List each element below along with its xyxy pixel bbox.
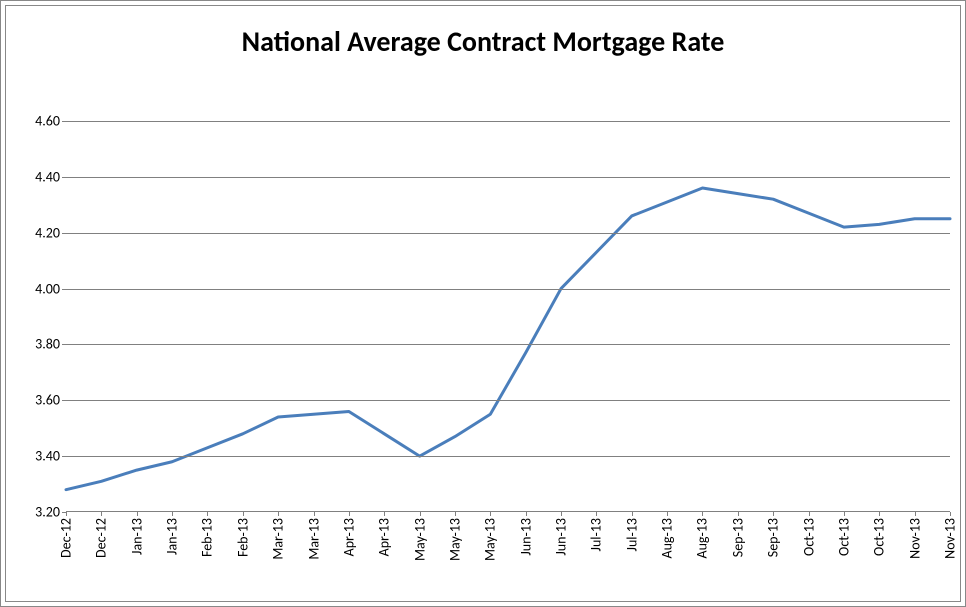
- x-tick-label: Sep-13: [729, 518, 746, 557]
- plot-area: 3.203.403.603.804.004.204.404.60Dec-12De…: [66, 121, 950, 512]
- y-tick-label: 3.40: [35, 448, 60, 465]
- y-tick-mark: [62, 233, 66, 234]
- x-tick-label: Feb-13: [199, 518, 216, 557]
- x-tick-mark: [561, 512, 562, 516]
- x-tick-mark: [420, 512, 421, 516]
- y-tick-mark: [62, 456, 66, 457]
- x-tick-mark: [809, 512, 810, 516]
- x-tick-label: Dec-12: [58, 518, 75, 558]
- y-gridline: [66, 456, 950, 457]
- y-gridline: [66, 121, 950, 122]
- x-tick-label: Apr-13: [376, 518, 393, 556]
- x-axis-line: [66, 511, 950, 512]
- x-tick-mark: [667, 512, 668, 516]
- x-tick-mark: [172, 512, 173, 516]
- x-tick-mark: [879, 512, 880, 516]
- x-tick-mark: [278, 512, 279, 516]
- y-gridline: [66, 233, 950, 234]
- x-tick-mark: [773, 512, 774, 516]
- chart-title: National Average Contract Mortgage Rate: [6, 24, 960, 59]
- y-tick-mark: [62, 400, 66, 401]
- x-tick-mark: [243, 512, 244, 516]
- x-tick-mark: [596, 512, 597, 516]
- y-gridline: [66, 344, 950, 345]
- x-tick-label: Sep-13: [765, 518, 782, 557]
- x-tick-label: Nov-13: [906, 518, 923, 559]
- x-tick-label: Nov-13: [942, 518, 959, 559]
- x-tick-mark: [455, 512, 456, 516]
- x-tick-mark: [702, 512, 703, 516]
- x-tick-mark: [490, 512, 491, 516]
- x-tick-label: Jul-13: [588, 518, 605, 552]
- x-tick-mark: [738, 512, 739, 516]
- x-tick-label: May-13: [411, 518, 428, 561]
- y-tick-label: 4.60: [35, 113, 60, 130]
- x-tick-mark: [314, 512, 315, 516]
- x-tick-mark: [349, 512, 350, 516]
- y-tick-label: 4.20: [35, 224, 60, 241]
- chart-outer-border: National Average Contract Mortgage Rate …: [0, 0, 966, 607]
- x-tick-label: Aug-13: [659, 518, 676, 559]
- x-tick-label: Mar-13: [270, 518, 287, 560]
- x-tick-label: Oct-13: [835, 518, 852, 556]
- x-tick-mark: [950, 512, 951, 516]
- y-tick-mark: [62, 289, 66, 290]
- x-tick-label: May-13: [446, 518, 463, 561]
- y-tick-mark: [62, 177, 66, 178]
- x-tick-label: Jan-13: [164, 518, 181, 555]
- y-tick-label: 3.80: [35, 336, 60, 353]
- chart-inner-border: National Average Contract Mortgage Rate …: [5, 5, 961, 602]
- x-tick-mark: [207, 512, 208, 516]
- y-tick-mark: [62, 344, 66, 345]
- x-tick-label: Jun-13: [553, 518, 570, 556]
- x-tick-label: Jan-13: [128, 518, 145, 555]
- x-tick-label: Apr-13: [340, 518, 357, 556]
- y-tick-label: 4.00: [35, 280, 60, 297]
- y-gridline: [66, 400, 950, 401]
- x-tick-mark: [915, 512, 916, 516]
- x-tick-mark: [632, 512, 633, 516]
- line-series-layer: [66, 121, 950, 512]
- x-tick-label: Dec-12: [93, 518, 110, 558]
- x-tick-label: Jul-13: [623, 518, 640, 552]
- y-tick-label: 3.20: [35, 504, 60, 521]
- x-tick-label: Oct-13: [871, 518, 888, 556]
- x-tick-label: Oct-13: [800, 518, 817, 556]
- y-tick-label: 4.40: [35, 168, 60, 185]
- x-tick-mark: [137, 512, 138, 516]
- x-tick-mark: [844, 512, 845, 516]
- y-gridline: [66, 289, 950, 290]
- x-tick-mark: [66, 512, 67, 516]
- y-gridline: [66, 177, 950, 178]
- x-tick-mark: [101, 512, 102, 516]
- x-tick-mark: [384, 512, 385, 516]
- x-tick-label: Jun-13: [517, 518, 534, 556]
- x-tick-mark: [526, 512, 527, 516]
- x-tick-label: May-13: [482, 518, 499, 561]
- y-tick-label: 3.60: [35, 392, 60, 409]
- x-tick-label: Aug-13: [694, 518, 711, 559]
- y-tick-mark: [62, 121, 66, 122]
- x-tick-label: Feb-13: [234, 518, 251, 557]
- x-tick-label: Mar-13: [305, 518, 322, 560]
